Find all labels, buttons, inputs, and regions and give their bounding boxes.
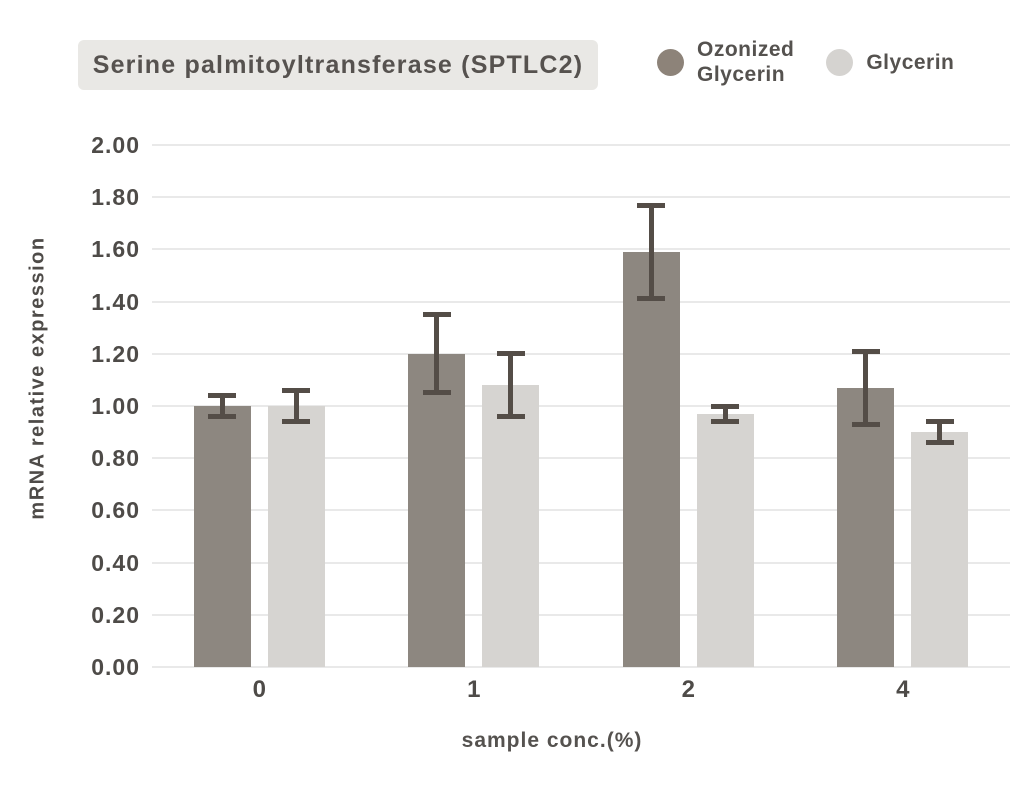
- x-axis-title: sample conc.(%): [461, 729, 643, 752]
- x-tick-label: 4: [896, 676, 910, 703]
- legend-label-line1: Ozonized: [697, 38, 795, 61]
- y-tick-label: 0.20: [91, 601, 140, 628]
- error-bar: [293, 390, 299, 422]
- legend-label-line1: Glycerin: [866, 50, 955, 74]
- error-bar-cap: [851, 421, 880, 427]
- error-bar-cap: [711, 403, 740, 409]
- legend-dot-glycerin-icon: [826, 48, 854, 76]
- error-bar-cap: [208, 393, 237, 399]
- error-bar-cap: [496, 413, 525, 419]
- error-bar-cap: [282, 387, 311, 393]
- error-bar-cap: [496, 351, 525, 357]
- legend-label-line2: Glycerin: [697, 63, 786, 86]
- bar-glycerin: [267, 406, 325, 667]
- error-bar-cap: [851, 348, 880, 354]
- legend-item-glycerin: Glycerin: [826, 48, 954, 76]
- y-tick-label: 2.00: [91, 132, 140, 158]
- x-axis-tick-labels: 0 1 2 4: [152, 676, 1010, 708]
- error-bar: [648, 205, 654, 299]
- bar-ozonized-glycerin: [193, 406, 251, 667]
- y-tick-label: 0.40: [91, 549, 140, 576]
- error-bar-cap: [422, 390, 451, 396]
- legend-label-glycerin: Glycerin: [866, 50, 954, 75]
- bar-ozonized-glycerin: [837, 387, 895, 667]
- y-tick-label: 1.60: [91, 236, 140, 263]
- gridline: [152, 561, 1010, 564]
- y-tick-label: 1.40: [91, 288, 140, 315]
- gridline: [152, 666, 1010, 668]
- y-tick-label: 1.20: [91, 340, 140, 367]
- legend-label-ozonized-glycerin: Ozonized Glycerin: [697, 37, 794, 87]
- gridline: [152, 300, 1010, 303]
- gridline: [152, 509, 1010, 512]
- y-tick-label: 0.60: [91, 497, 140, 524]
- error-bar-cap: [925, 440, 954, 446]
- gridline: [152, 248, 1010, 251]
- y-tick-label: 1.80: [91, 184, 140, 211]
- y-axis-tick-labels: 0.00 0.20 0.40 0.60 0.80 1.00 1.20 1.40 1.60 1.80…: [55, 132, 140, 680]
- error-bar: [434, 314, 440, 393]
- gridline: [152, 405, 1010, 407]
- gridline: [152, 352, 1010, 355]
- y-axis-title: mRNA relative expression: [26, 236, 49, 520]
- x-tick-label: 0: [252, 676, 266, 703]
- error-bar-cap: [711, 419, 740, 425]
- legend: Ozonized Glycerin Glycerin: [657, 37, 954, 87]
- error-bar: [937, 421, 943, 443]
- error-bar-cap: [208, 413, 237, 419]
- gridline: [152, 457, 1010, 460]
- bar-ozonized-glycerin: [622, 252, 680, 667]
- error-bar: [722, 406, 728, 422]
- chart-title: Serine palmitoyltransferase (SPTLC2): [92, 50, 584, 79]
- error-bar-cap: [422, 312, 451, 318]
- gridline: [152, 613, 1010, 616]
- error-bar-cap: [925, 419, 954, 425]
- bar-ozonized-glycerin: [408, 353, 466, 667]
- error-bar-cap: [637, 296, 666, 302]
- plot-area: [152, 144, 1010, 668]
- error-bar: [863, 351, 869, 425]
- chart-title-chip: Serine palmitoyltransferase (SPTLC2): [78, 40, 598, 90]
- x-tick-label: 2: [681, 676, 695, 703]
- bar-glycerin: [696, 413, 754, 667]
- error-bar-cap: [282, 419, 311, 425]
- x-tick-label: 1: [467, 676, 481, 703]
- y-tick-label: 1.00: [91, 393, 140, 419]
- error-bar: [219, 395, 225, 417]
- error-bar: [508, 353, 514, 417]
- bar-glycerin: [911, 432, 969, 667]
- error-bar-cap: [637, 202, 666, 208]
- y-tick-label: 0.00: [91, 654, 140, 680]
- y-tick-label: 0.80: [91, 445, 140, 472]
- gridline: [152, 144, 1010, 146]
- legend-dot-ozonized-glycerin-icon: [657, 48, 684, 76]
- gridline: [152, 196, 1010, 199]
- legend-item-ozonized-glycerin: Ozonized Glycerin: [657, 37, 794, 87]
- bar-glycerin: [482, 385, 540, 667]
